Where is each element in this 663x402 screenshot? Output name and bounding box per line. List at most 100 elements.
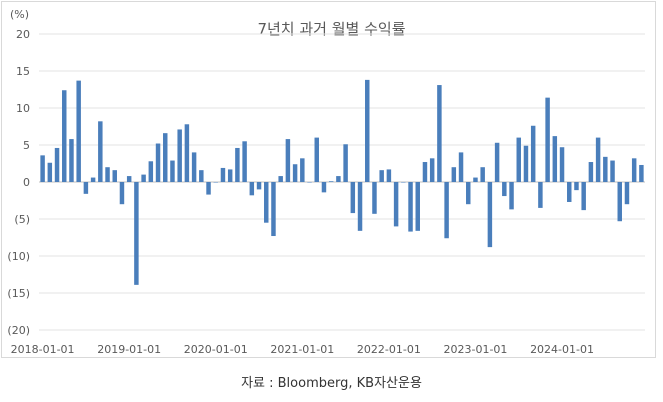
bar — [112, 170, 117, 182]
x-tick-label: 2020-01-01 — [184, 343, 248, 356]
bar — [538, 182, 543, 208]
bar — [76, 80, 81, 182]
bar — [155, 143, 161, 182]
bar — [631, 158, 637, 182]
y-unit-label: (%) — [10, 8, 30, 21]
bar — [271, 182, 276, 237]
bar — [509, 182, 514, 210]
bar — [40, 155, 45, 182]
bar — [336, 176, 341, 182]
y-tick-label: (5) — [14, 213, 30, 226]
bar — [177, 129, 182, 182]
y-tick-label: 10 — [16, 102, 30, 115]
bar — [292, 164, 298, 182]
bar — [545, 97, 550, 182]
bar — [552, 136, 558, 182]
bar — [567, 182, 572, 202]
bar — [47, 162, 53, 182]
bar — [83, 182, 89, 194]
bar — [588, 162, 594, 182]
bar — [639, 164, 644, 182]
bar — [220, 167, 226, 182]
bar — [249, 182, 255, 196]
bar — [365, 79, 370, 182]
bar — [487, 182, 493, 248]
bar — [90, 177, 96, 182]
bar — [559, 147, 565, 182]
bar — [502, 182, 507, 197]
bar — [617, 182, 622, 222]
bar — [494, 142, 500, 182]
bar — [530, 125, 536, 182]
bar — [163, 133, 168, 182]
bar — [408, 182, 413, 232]
x-tick-label: 2018-01-01 — [11, 343, 75, 356]
x-tick-label: 2022-01-01 — [357, 343, 421, 356]
bar — [429, 158, 435, 182]
bar — [401, 182, 406, 183]
y-tick-label: 15 — [16, 65, 30, 78]
bar — [581, 182, 586, 211]
bar — [307, 182, 312, 183]
bar — [264, 182, 269, 223]
bar — [119, 182, 125, 205]
bar — [62, 90, 67, 182]
bar — [422, 162, 428, 182]
bar — [69, 139, 74, 182]
bar — [328, 181, 334, 182]
bar — [624, 182, 630, 205]
bar — [574, 182, 579, 191]
bar — [134, 182, 139, 285]
y-tick-label: 0 — [23, 176, 30, 189]
bar — [141, 174, 146, 182]
source-note: 자료 : Bloomberg, KB자산운용 — [241, 376, 422, 391]
bar — [242, 141, 247, 182]
y-tick-label: (10) — [7, 250, 30, 263]
bar — [184, 124, 190, 182]
bar — [199, 170, 204, 182]
bar — [314, 137, 319, 182]
bar — [357, 182, 363, 231]
bar — [473, 177, 478, 182]
bar — [451, 167, 457, 182]
bar — [54, 147, 60, 182]
bar — [285, 139, 291, 182]
bar — [610, 160, 615, 182]
chart-plot: 20 15 10 5 0 (5) (10) (15) (20) 2018-01-01 2019-01… — [7, 28, 645, 356]
x-tick-label: 2019-01-01 — [97, 343, 161, 356]
bar — [227, 169, 233, 182]
y-tick-label: (20) — [7, 324, 30, 337]
bar — [343, 144, 348, 182]
bar — [206, 182, 211, 195]
bar — [148, 161, 154, 182]
y-tick-label: (15) — [7, 287, 30, 300]
bar — [379, 170, 384, 182]
bar — [350, 182, 356, 214]
x-tick-label: 2023-01-01 — [443, 343, 507, 356]
y-tick-label: 5 — [23, 139, 30, 152]
bar — [98, 121, 103, 182]
bar — [170, 160, 175, 182]
bar — [437, 85, 442, 182]
bar — [386, 169, 392, 182]
bar — [466, 182, 471, 205]
bar — [393, 182, 399, 227]
bar — [191, 152, 197, 182]
bar — [235, 147, 240, 182]
x-tick-label: 2021-01-01 — [270, 343, 334, 356]
bar — [213, 182, 218, 183]
y-tick-label: 20 — [16, 28, 30, 41]
bar — [480, 167, 485, 182]
chart-frame — [1, 1, 656, 358]
bar — [444, 182, 449, 239]
bar — [126, 176, 132, 182]
bar — [458, 152, 464, 182]
bar — [595, 137, 601, 182]
bar — [256, 182, 262, 190]
bar — [523, 145, 529, 182]
bar — [372, 182, 377, 214]
bar — [300, 158, 305, 182]
bar — [105, 167, 110, 182]
bar — [516, 137, 521, 182]
